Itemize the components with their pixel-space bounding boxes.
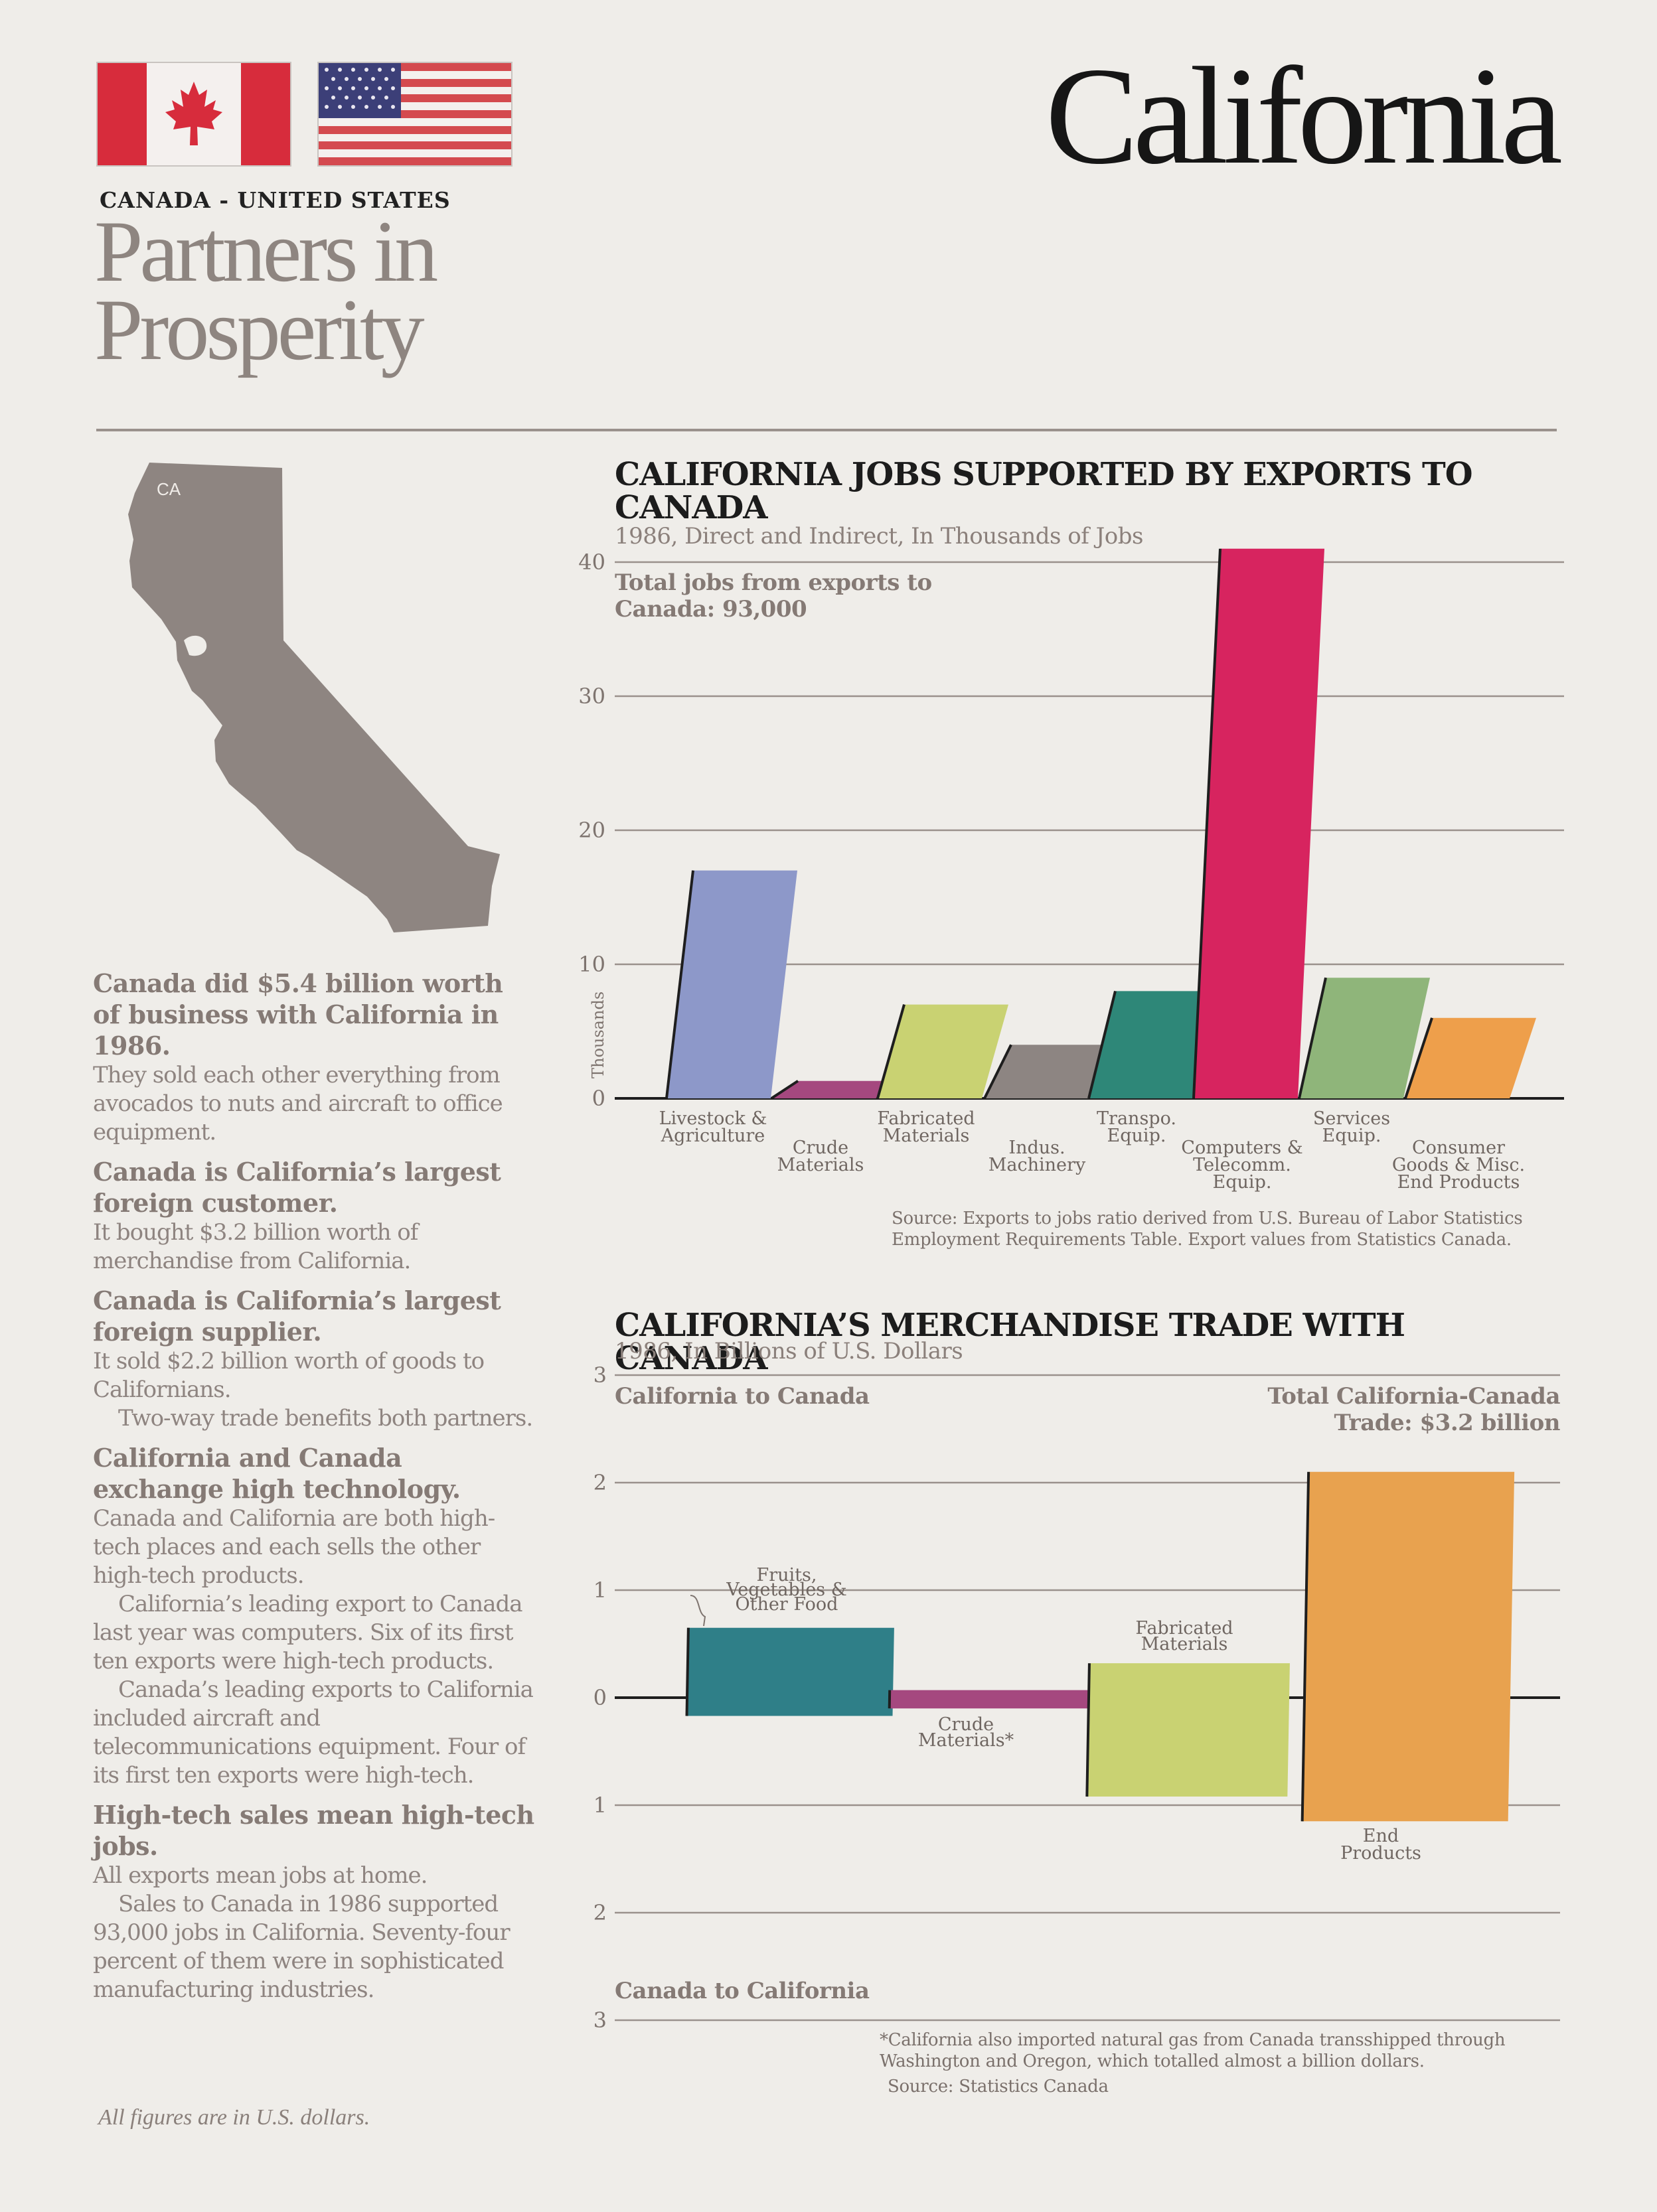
jobs-bar — [878, 1004, 1008, 1098]
jobs-bar — [771, 1080, 902, 1098]
title-line-2: Prosperity — [94, 281, 425, 378]
map-label: CA — [157, 479, 181, 499]
bar-edge — [770, 1080, 799, 1100]
y-tick-label: 0 — [592, 1086, 605, 1111]
bar-edge — [1087, 990, 1117, 1099]
section-paragraph: It sold $2.2 billion worth of goods to C… — [93, 1348, 485, 1403]
left-column: Canada did $5.4 billion worth of busines… — [93, 968, 538, 2004]
y-tick-label: 20 — [578, 818, 605, 843]
trade-total-note: Total California-Canada Trade: $3.2 bill… — [1267, 1383, 1560, 1436]
bar-edge — [665, 870, 694, 1099]
bar-edge — [1192, 548, 1222, 1099]
country-line: CANADA - UNITED STATES — [100, 187, 451, 213]
section-paragraph: Sales to Canada in 1986 supported 93,000… — [93, 1891, 511, 2003]
canada-flag — [96, 62, 291, 167]
bar-edge — [1298, 977, 1327, 1099]
y-tick-label: 0 — [593, 1685, 607, 1710]
section-paragraph: California’s leading export to Canada la… — [93, 1591, 523, 1674]
x-tick-label: Indus. Machinery — [988, 1138, 1086, 1175]
category-label: End Products — [1340, 1826, 1421, 1864]
divider — [96, 429, 1557, 431]
jobs-bar — [985, 1045, 1115, 1098]
jobs-total-note: Total jobs from exports to Canada: 93,00… — [615, 569, 932, 623]
y-tick-label: 3 — [593, 1363, 607, 1388]
jobs-chart-source: Source: Exports to jobs ratio derived fr… — [892, 1209, 1523, 1250]
y-tick-label: 10 — [578, 952, 605, 977]
bar-edge — [1301, 1471, 1310, 1822]
partners-title: Partners in Prosperity — [94, 202, 438, 378]
section-paragraph: They sold each other everything from avo… — [93, 1062, 503, 1145]
trade-chart-title: CALIFORNIA’S MERCHANDISE TRADE WITH CANA… — [615, 1307, 1405, 1377]
x-tick-label: Services Equip. — [1313, 1108, 1390, 1146]
usa-flag — [317, 62, 513, 167]
jobs-bar — [667, 870, 797, 1098]
trade-bar — [686, 1627, 894, 1716]
trade-chart-subtitle: 1986, In Billions of U.S. Dollars — [615, 1338, 963, 1364]
x-tick-label: Consumer Goods & Misc. End Products — [1392, 1138, 1525, 1193]
title-line-1: Partners in — [94, 202, 438, 300]
section-paragraph: Two-way trade benefits both partners. — [118, 1405, 533, 1432]
y-tick-label: 2 — [593, 1470, 607, 1495]
trade-bar — [1302, 1471, 1515, 1822]
jobs-bar — [1299, 978, 1430, 1098]
trade-bar-chart: 3 2 1 0 1 2 3 Fruits, Vegetables & Other Food Crud… — [593, 1363, 1560, 2033]
section-lead: High-tech sales mean high-tech jobs. — [93, 1800, 534, 1861]
trade-bar — [1087, 1663, 1290, 1797]
trade-bottom-label: Canada to California — [615, 1978, 870, 2004]
section-lead: Canada is California’s largest foreign s… — [93, 1286, 501, 1347]
y-tick-label: 1 — [593, 1578, 607, 1603]
trade-source: Source: Statistics Canada — [888, 2077, 1109, 2097]
category-label: Fruits, Vegetables & Other Food — [726, 1565, 847, 1615]
page-title: California — [1045, 39, 1563, 193]
california-map — [128, 463, 500, 932]
trade-top-label: California to Canada — [615, 1383, 870, 1410]
y-axis-label: Thousands — [589, 992, 607, 1078]
jobs-bar-chart: 0 10 20 30 40 Thousands Livestock & Agriculture… — [578, 548, 1564, 1193]
bar-edge — [1404, 1017, 1433, 1099]
bar-edge — [685, 1627, 690, 1716]
y-tick-label: 30 — [578, 684, 605, 709]
jobs-chart-title: CALIFORNIA JOBS SUPPORTED BY EXPORTS TO … — [615, 456, 1473, 526]
x-tick-label: Transpo. Equip. — [1097, 1108, 1176, 1146]
x-tick-label: Fabricated Materials — [877, 1108, 975, 1146]
y-tick-label: 40 — [578, 550, 605, 575]
section-lead: California and Canada exchange high tech… — [93, 1443, 461, 1504]
section-paragraph: All exports mean jobs at home. — [93, 1862, 428, 1889]
bar-edge — [983, 1044, 1012, 1099]
trade-bar — [889, 1690, 1089, 1709]
section-lead: Canada is California’s largest foreign c… — [93, 1157, 501, 1218]
jobs-bar — [1194, 548, 1324, 1098]
y-tick-label: 2 — [593, 1900, 607, 1925]
x-tick-label: Crude Materials — [777, 1138, 864, 1175]
jobs-chart-subtitle: 1986, Direct and Indirect, In Thousands … — [615, 523, 1143, 550]
label-leader — [690, 1595, 706, 1627]
x-tick-label: Computers & Telecomm. Equip. — [1181, 1138, 1302, 1193]
section-paragraph: Canada and California are both high-tech… — [93, 1505, 495, 1589]
section-paragraph: It bought $3.2 billion worth of merchand… — [93, 1219, 418, 1274]
category-label: Fabricated Materials — [1135, 1618, 1233, 1655]
jobs-bar — [1089, 991, 1220, 1098]
section-paragraph: Canada’s leading exports to California i… — [93, 1676, 534, 1789]
y-tick-label: 1 — [593, 1793, 607, 1818]
x-tick-label: Livestock & Agriculture — [659, 1108, 767, 1146]
section-lead: Canada did $5.4 billion worth of busines… — [93, 968, 503, 1061]
y-tick-label: 3 — [593, 2008, 607, 2033]
jobs-bar — [1405, 1017, 1536, 1098]
currency-footnote: All figures are in U.S. dollars. — [98, 2105, 370, 2130]
bar-edge — [876, 1004, 906, 1099]
trade-footnote: *California also imported natural gas fr… — [880, 2030, 1506, 2071]
category-label: Crude Materials* — [918, 1714, 1014, 1751]
bar-edge — [1085, 1663, 1091, 1797]
